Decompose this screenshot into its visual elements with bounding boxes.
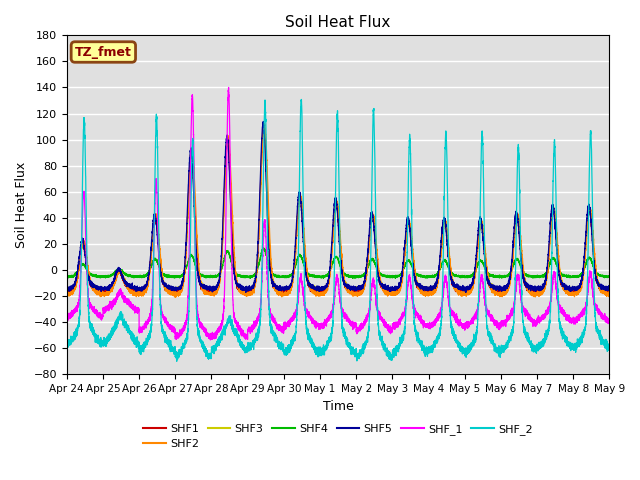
SHF2 (171, 294, 179, 300)
SHF2 (63, 291, 70, 297)
SHF3 (63, 288, 70, 293)
SHF_2 (63, 342, 70, 348)
Text: TZ_fmet: TZ_fmet (75, 46, 132, 59)
SHF4 (583, 258, 591, 264)
SHF2 (260, 121, 268, 127)
SHF1 (247, 289, 255, 295)
SHF4 (475, 259, 483, 265)
SHF4 (351, 276, 359, 281)
SHF_1 (605, 321, 613, 326)
SHF2 (576, 288, 584, 294)
SHF_2 (583, 306, 591, 312)
SHF_1 (460, 324, 467, 329)
Legend: SHF1, SHF2, SHF3, SHF4, SHF5, SHF_1, SHF_2: SHF1, SHF2, SHF3, SHF4, SHF5, SHF_1, SHF… (139, 419, 537, 454)
SHF2 (460, 292, 467, 298)
SHF3 (460, 288, 467, 293)
Line: SHF_2: SHF_2 (67, 99, 609, 361)
X-axis label: Time: Time (323, 400, 353, 413)
SHF5 (248, 285, 255, 290)
SHF_2 (173, 359, 180, 364)
SHF_2 (248, 342, 255, 348)
SHF4 (259, 245, 267, 251)
SHF5 (460, 284, 467, 290)
SHF5 (475, 225, 483, 230)
SHF1 (576, 286, 584, 291)
Line: SHF2: SHF2 (67, 124, 609, 297)
Line: SHF_1: SHF_1 (67, 87, 609, 340)
SHF_1 (576, 313, 584, 319)
SHF1 (63, 288, 70, 294)
SHF4 (460, 274, 467, 280)
SHF2 (475, 233, 483, 239)
SHF5 (576, 281, 584, 287)
Y-axis label: Soil Heat Flux: Soil Heat Flux (15, 162, 28, 248)
SHF_1 (320, 321, 328, 327)
Line: SHF3: SHF3 (67, 126, 609, 293)
SHF5 (583, 218, 591, 224)
SHF4 (247, 273, 255, 278)
SHF2 (320, 292, 328, 298)
SHF5 (320, 287, 328, 293)
Title: Soil Heat Flux: Soil Heat Flux (285, 15, 391, 30)
SHF3 (475, 231, 483, 237)
SHF_1 (63, 312, 70, 318)
SHF3 (583, 229, 591, 235)
Line: SHF4: SHF4 (67, 248, 609, 278)
SHF4 (605, 274, 613, 279)
SHF1 (460, 291, 467, 297)
SHF1 (605, 292, 612, 298)
SHF5 (259, 119, 267, 124)
SHF3 (605, 288, 613, 294)
SHF4 (320, 274, 328, 279)
SHF1 (583, 226, 591, 232)
SHF2 (605, 291, 613, 297)
SHF_2 (460, 350, 467, 356)
SHF_2 (605, 341, 613, 347)
SHF5 (242, 289, 250, 295)
SHF_2 (576, 335, 584, 340)
SHF3 (353, 290, 361, 296)
SHF3 (576, 285, 584, 290)
SHF_2 (298, 96, 305, 102)
SHF_1 (583, 298, 591, 303)
SHF1 (475, 229, 483, 235)
SHF_2 (475, 286, 483, 291)
SHF5 (605, 286, 613, 292)
SHF1 (605, 289, 613, 295)
SHF3 (320, 287, 328, 293)
SHF1 (260, 121, 268, 127)
SHF_2 (320, 350, 328, 356)
SHF3 (260, 123, 268, 129)
SHF3 (247, 287, 255, 292)
SHF4 (63, 274, 70, 279)
Line: SHF5: SHF5 (67, 121, 609, 292)
SHF_1 (225, 84, 232, 90)
SHF5 (63, 288, 70, 294)
SHF4 (576, 273, 584, 279)
SHF1 (320, 287, 328, 293)
SHF_1 (475, 298, 483, 303)
Line: SHF1: SHF1 (67, 124, 609, 295)
SHF2 (583, 231, 591, 237)
SHF_1 (248, 325, 255, 331)
SHF_1 (207, 337, 214, 343)
SHF2 (248, 291, 255, 297)
